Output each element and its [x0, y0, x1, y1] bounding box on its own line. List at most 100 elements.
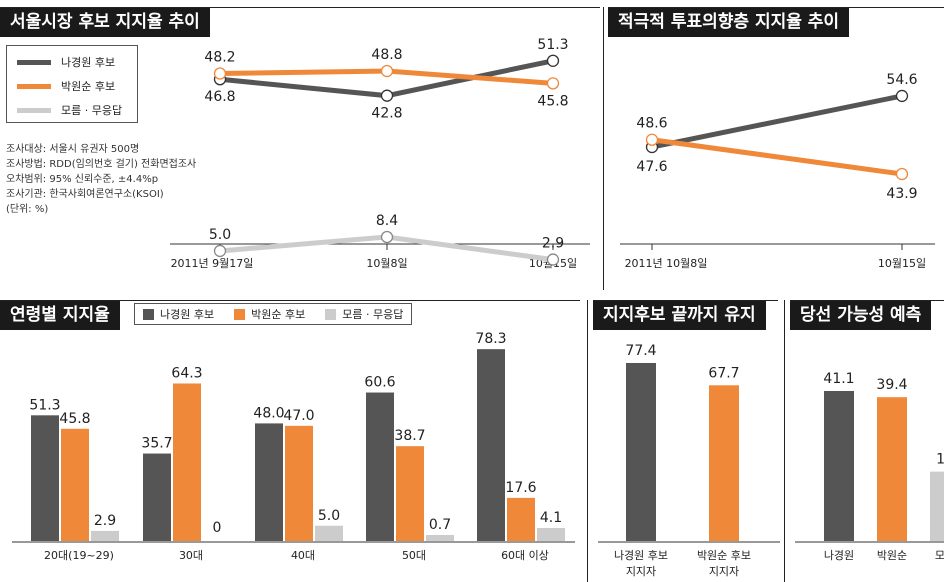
survey-line: (단위: %): [6, 204, 49, 215]
data-label-park: 48.6: [636, 116, 667, 132]
bar-na: [626, 362, 656, 541]
data-label-park: 48.8: [371, 47, 402, 63]
bar-value-label: 0.7: [429, 517, 451, 533]
bar-na: [477, 349, 505, 541]
title-rule: [593, 300, 778, 301]
bar-park: [709, 385, 739, 541]
data-point-none: [380, 230, 394, 244]
panel-divider: [587, 300, 588, 582]
bar-na: [31, 415, 59, 541]
bar-value-label: 41.1: [823, 371, 854, 387]
data-label-none: 2.9: [542, 236, 564, 252]
survey-line: 조사방법: RDD(임의번호 걸기) 전화면접조사: [6, 159, 197, 170]
bar-value-label: 78.3: [475, 331, 506, 347]
bar-none: [930, 471, 944, 541]
bar-na: [366, 392, 394, 541]
data-point-na: [546, 54, 560, 67]
bar-value-label: 48.0: [253, 405, 284, 421]
bar-park: [396, 446, 424, 541]
title-rule: [608, 7, 944, 8]
survey-line: 오차범위: 95% 신뢰수준, ±4.4%p: [6, 174, 159, 185]
bar-legend: 나경원 후보 박원순 후보 모름 · 무응답: [134, 303, 413, 325]
data-point-na: [895, 89, 909, 103]
legend-swatch-none: [325, 308, 337, 320]
x-tick-label: 2011년 10월8일: [625, 256, 708, 270]
bar-value-label: 64.3: [171, 365, 202, 381]
legend-label-na: 나경원 후보: [61, 56, 116, 69]
series-line-na: [651, 93, 903, 150]
legend-label-park: 박원순 후보: [251, 308, 306, 321]
bar-value-label: 51.3: [29, 397, 60, 413]
data-label-na: 47.6: [636, 159, 667, 175]
x-tick-label: 2011년 9월17일: [171, 256, 254, 270]
data-label-na: 46.8: [204, 89, 235, 105]
survey-info: 조사대상: 서울시 유권자 500명 조사방법: RDD(임의번호 걸기) 전화…: [6, 142, 196, 217]
data-point-na: [380, 89, 394, 102]
bar-value-label: 45.8: [59, 411, 90, 427]
category-label: 지지자: [626, 565, 656, 578]
bar-value-label: 0: [213, 520, 222, 536]
bar-na: [143, 453, 171, 541]
bar-value-label: 77.4: [625, 343, 656, 359]
bar-value-label: 35.7: [141, 436, 172, 452]
bar-park: [507, 497, 535, 541]
bar-none: [426, 535, 454, 541]
category-label: 지지자: [709, 565, 739, 578]
data-point-park: [546, 77, 560, 90]
bar-value-label: 47.0: [283, 408, 314, 424]
data-point-park: [895, 167, 909, 181]
series-line-park: [651, 137, 903, 177]
bar-park: [285, 425, 313, 541]
data-point-none: [546, 253, 560, 266]
bar-none: [91, 530, 119, 541]
legend-label-na: 나경원 후보: [160, 308, 215, 321]
survey-line: 조사기관: 한국사회여론연구소(KSOI): [6, 189, 164, 200]
data-point-park: [380, 64, 394, 78]
data-label-park: 45.8: [537, 93, 568, 109]
category-label: 40대: [291, 549, 315, 562]
legend-item-na: 나경원 후보: [17, 50, 137, 74]
data-label-na: 42.8: [371, 106, 402, 122]
title-rule: [0, 7, 600, 8]
survey-line: 조사대상: 서울시 유권자 500명: [6, 144, 140, 155]
bar-value-label: 4.1: [540, 510, 562, 526]
category-label: 모름: [935, 549, 944, 562]
bar-value-label: 39.4: [876, 377, 907, 393]
x-tick-label: 10월8일: [366, 256, 407, 270]
bar-value-label: 2.9: [94, 513, 116, 529]
legend-box: 나경원 후보 박원순 후보 모름 · 무응답: [6, 45, 138, 123]
category-label: 50대: [402, 549, 426, 562]
legend-swatch-park: [17, 83, 51, 89]
panel-title-keep-support: 지지후보 끝까지 유지: [593, 300, 766, 330]
panel-title-win-forecast: 당선 가능성 예측: [790, 300, 932, 330]
legend-swatch-park: [234, 308, 246, 320]
data-label-park: 48.2: [204, 49, 235, 65]
legend-swatch-none: [17, 107, 51, 113]
bar-park: [61, 428, 89, 541]
bar-value-label: 19: [936, 452, 944, 468]
data-label-none: 5.0: [209, 227, 231, 243]
bar-value-label: 38.7: [394, 428, 425, 444]
title-rule: [0, 300, 580, 301]
x-tick-label: 10월15일: [878, 256, 926, 270]
category-label: 나경원 후보: [614, 549, 668, 562]
legend-swatch-na: [17, 59, 51, 65]
category-label: 20대(19~29): [44, 549, 114, 562]
bar-value-label: 67.7: [708, 365, 739, 381]
data-point-park: [213, 67, 227, 80]
data-label-park: 43.9: [886, 186, 917, 202]
bar-value-label: 17.6: [505, 480, 536, 496]
bar-none: [315, 525, 343, 541]
legend-label-none: 모름 · 무응답: [342, 308, 404, 321]
bar-none: [537, 527, 565, 541]
panel-title-active-voters: 적극적 투표의향층 지지율 추이: [608, 7, 850, 37]
category-label: 박원순 후보: [697, 549, 751, 562]
bar-value-label: 60.6: [364, 375, 395, 391]
data-label-na: 51.3: [537, 37, 568, 53]
bar-na: [824, 390, 854, 541]
data-label-none: 8.4: [376, 213, 398, 229]
bar-value-label: 5.0: [318, 508, 340, 524]
category-label: 30대: [179, 549, 203, 562]
title-rule: [790, 300, 944, 301]
